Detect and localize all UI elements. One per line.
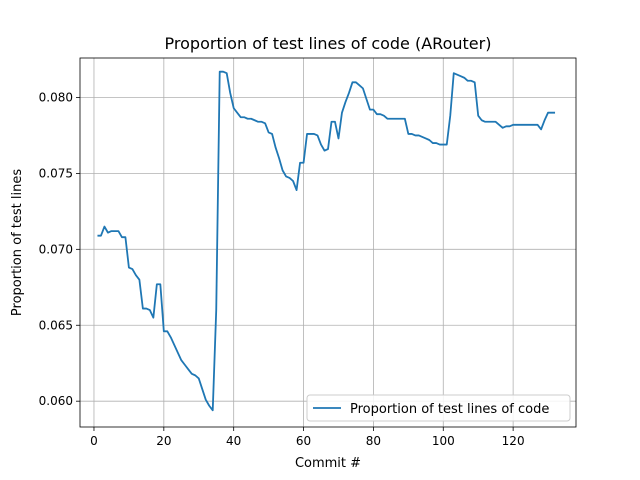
- x-axis-label: Commit #: [295, 456, 361, 471]
- legend: Proportion of test lines of code: [306, 394, 571, 422]
- axis-ticks: 0 20 40 60 80 100 120 0.060 0.065 0.070 0.075 0.080: [39, 90, 525, 448]
- y-axis-label: Proportion of test lines: [10, 169, 25, 316]
- y-tick-label: 0.065: [39, 318, 73, 332]
- chart-title: Proportion of test lines of code (ARoute…: [165, 34, 492, 53]
- y-tick-label: 0.070: [39, 242, 73, 256]
- x-tick-label: 0: [90, 434, 98, 448]
- x-tick-label: 20: [156, 434, 171, 448]
- y-tick-label: 0.075: [39, 166, 73, 180]
- x-tick-label: 120: [502, 434, 525, 448]
- legend-box: [306, 394, 571, 422]
- series-layer: [97, 70, 556, 412]
- x-tick-label: 80: [366, 434, 381, 448]
- x-tick-label: 60: [296, 434, 311, 448]
- plot-frame: [79, 57, 577, 428]
- x-tick-label: 40: [226, 434, 241, 448]
- x-tick-label: 100: [432, 434, 455, 448]
- y-tick-label: 0.080: [39, 90, 73, 104]
- y-tick-label: 0.060: [39, 394, 73, 408]
- legend-entry-label: Proportion of test lines of code: [350, 402, 549, 417]
- series-line: [97, 70, 556, 412]
